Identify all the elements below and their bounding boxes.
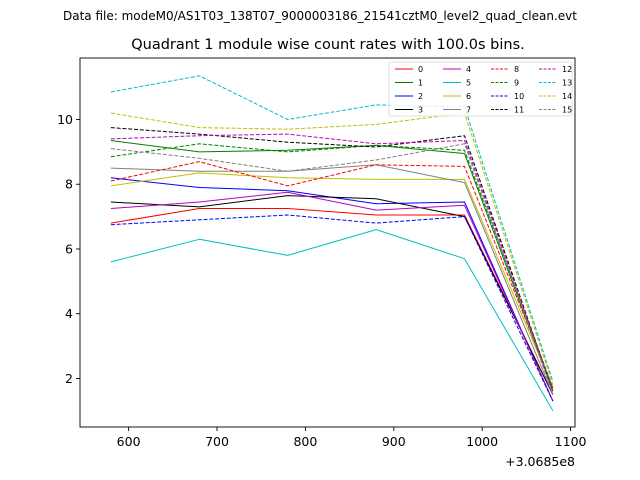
series-line-5: [110, 229, 554, 412]
x-tick-label: 900: [382, 434, 406, 449]
series-line-4: [110, 191, 554, 402]
series-line-1: [110, 140, 554, 392]
legend-label-6: 6: [466, 92, 471, 101]
legend-label-4: 4: [466, 65, 471, 74]
y-axis: 2 4 6 8 10: [57, 112, 80, 386]
legend-label-11: 11: [514, 106, 524, 115]
series-line-13: [110, 75, 554, 382]
legend-label-2: 2: [418, 92, 423, 101]
series-line-9: [110, 143, 554, 389]
series-line-11: [110, 127, 554, 392]
series-line-10: [110, 214, 554, 402]
series-line-3: [110, 195, 554, 395]
y-tick-label: 6: [65, 241, 73, 256]
x-tick-label: 1000: [466, 434, 498, 449]
plot-frame: [79, 57, 576, 428]
y-tick-label: 10: [57, 112, 73, 127]
legend-label-14: 14: [562, 92, 572, 101]
chart-title: Quadrant 1 module wise count rates with …: [131, 37, 525, 53]
x-tick-label: 600: [117, 434, 141, 449]
y-tick-label: 2: [65, 371, 73, 386]
legend-label-0: 0: [418, 65, 423, 74]
series-line-15: [110, 143, 554, 395]
legend-label-9: 9: [514, 79, 519, 88]
legend-label-13: 13: [562, 79, 572, 88]
series-line-14: [110, 112, 554, 386]
legend-label-1: 1: [418, 79, 423, 88]
series-line-0: [110, 208, 554, 395]
legend-label-8: 8: [514, 65, 519, 74]
legend-label-7: 7: [466, 106, 471, 115]
x-tick-label: 700: [205, 434, 229, 449]
series-line-6: [110, 172, 554, 389]
series-line-7: [110, 164, 554, 395]
x-axis: 600 700 800 900 1000 1100: [117, 427, 587, 449]
legend-label-10: 10: [514, 92, 524, 101]
legend-label-3: 3: [418, 106, 423, 115]
series-line-8: [110, 161, 554, 389]
x-offset-label: +3.0685e8: [505, 454, 575, 469]
legend-label-15: 15: [562, 106, 572, 115]
legend-box: [388, 61, 573, 117]
chart-suptitle: Data file: modeM0/AS1T03_138T07_90000031…: [63, 9, 577, 23]
y-tick-label: 8: [65, 177, 73, 192]
legend-label-12: 12: [562, 65, 572, 74]
series-layer: [110, 75, 554, 412]
x-tick-label: 800: [293, 434, 317, 449]
x-tick-label: 1100: [555, 434, 587, 449]
y-tick-label: 4: [65, 306, 73, 321]
series-line-12: [110, 133, 554, 392]
legend-label-5: 5: [466, 79, 471, 88]
plot-area: [80, 58, 575, 427]
